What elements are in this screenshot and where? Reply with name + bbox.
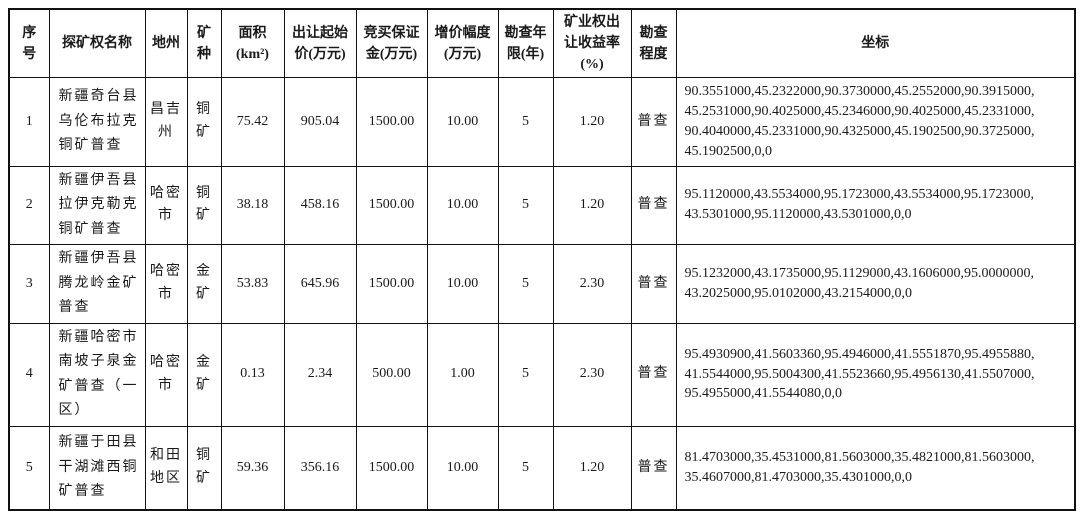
cell-increment: 10.00 [426,425,499,511]
cell-coordinates: 95.1232000,​43.1735000,​95.1129000,​43.1… [675,244,1076,324]
cell-start-price: 356.16 [283,425,357,511]
header-increment: 增价幅度(万元) [426,8,499,78]
cell-start-price: 2.34 [283,322,357,427]
cell-coordinates: 90.3551000,​45.2322000,​90.3730000,​45.2… [675,77,1076,167]
cell-exploration-degree: 普查 [630,244,677,324]
cell-yield-rate: 2.30 [552,322,632,427]
cell-exploration-years: 5 [497,165,554,245]
cell-exploration-years: 5 [497,244,554,324]
cell-exploration-years: 5 [497,425,554,511]
cell-yield-rate: 1.20 [552,165,632,245]
mining-rights-table: 序号 探矿权名称 地州 矿种 面积(km²) 出让起始价(万元) 竞买保证金(万… [8,8,1076,511]
table-row: 5 新疆于田县干湖滩西铜矿普查 和田地区 铜矿 59.36 356.16 150… [8,425,1076,511]
cell-project-name: 新疆于田县干湖滩西铜矿普查 [48,425,146,511]
cell-mineral-type: 金矿 [186,244,222,324]
cell-start-price: 458.16 [283,165,357,245]
header-yield-rate: 矿业权出让收益率(%) [552,8,632,78]
header-mineral-type: 矿种 [186,8,222,78]
table-row: 2 新疆伊吾县拉伊克勒克铜矿普查 哈密市 铜矿 38.18 458.16 150… [8,165,1076,245]
cell-serial: 1 [8,77,50,167]
cell-mineral-type: 金矿 [186,322,222,427]
cell-coordinates: 81.4703000,​35.4531000,​81.5603000,​35.4… [675,425,1076,511]
header-prefecture: 地州 [144,8,188,78]
cell-exploration-degree: 普查 [630,165,677,245]
cell-increment: 1.00 [426,322,499,427]
cell-prefecture: 和田地区 [144,425,188,511]
cell-serial: 3 [8,244,50,324]
table-row: 3 新疆伊吾县腾龙岭金矿普查 哈密市 金矿 53.83 645.96 1500.… [8,244,1076,324]
cell-increment: 10.00 [426,77,499,167]
cell-prefecture: 哈密市 [144,244,188,324]
cell-deposit: 1500.00 [355,77,428,167]
cell-deposit: 1500.00 [355,165,428,245]
document-page: 序号 探矿权名称 地州 矿种 面积(km²) 出让起始价(万元) 竞买保证金(万… [8,8,1076,511]
header-deposit: 竞买保证金(万元) [355,8,428,78]
cell-increment: 10.00 [426,244,499,324]
header-project-name: 探矿权名称 [48,8,146,78]
cell-serial: 4 [8,322,50,427]
cell-start-price: 645.96 [283,244,357,324]
cell-mineral-type: 铜矿 [186,77,222,167]
table-row: 4 新疆哈密市南坡子泉金矿普查（一区） 哈密市 金矿 0.13 2.34 500… [8,322,1076,427]
cell-exploration-years: 5 [497,77,554,167]
cell-coordinates: 95.1120000,​43.5534000,​95.1723000,​43.5… [675,165,1076,245]
table-row: 1 新疆奇台县乌伦布拉克铜矿普查 昌吉州 铜矿 75.42 905.04 150… [8,77,1076,167]
header-area: 面积(km²) [220,8,285,78]
header-exploration-degree: 勘查程度 [630,8,677,78]
cell-area: 75.42 [220,77,285,167]
header-row: 序号 探矿权名称 地州 矿种 面积(km²) 出让起始价(万元) 竞买保证金(万… [8,8,1076,78]
cell-yield-rate: 1.20 [552,425,632,511]
cell-mineral-type: 铜矿 [186,165,222,245]
cell-start-price: 905.04 [283,77,357,167]
header-exploration-years: 勘查年限(年) [497,8,554,78]
cell-area: 59.36 [220,425,285,511]
cell-project-name: 新疆哈密市南坡子泉金矿普查（一区） [48,322,146,427]
cell-mineral-type: 铜矿 [186,425,222,511]
cell-yield-rate: 2.30 [552,244,632,324]
cell-yield-rate: 1.20 [552,77,632,167]
header-start-price: 出让起始价(万元) [283,8,357,78]
cell-deposit: 1500.00 [355,425,428,511]
cell-project-name: 新疆奇台县乌伦布拉克铜矿普查 [48,77,146,167]
cell-serial: 2 [8,165,50,245]
cell-exploration-degree: 普查 [630,322,677,427]
cell-exploration-years: 5 [497,322,554,427]
header-coordinates: 坐标 [675,8,1076,78]
cell-coordinates: 95.4930900,​41.5603360,​95.4946000,​41.5… [675,322,1076,427]
header-serial: 序号 [8,8,50,78]
cell-area: 38.18 [220,165,285,245]
cell-deposit: 1500.00 [355,244,428,324]
cell-project-name: 新疆伊吾县腾龙岭金矿普查 [48,244,146,324]
cell-exploration-degree: 普查 [630,425,677,511]
cell-prefecture: 昌吉州 [144,77,188,167]
cell-prefecture: 哈密市 [144,322,188,427]
cell-project-name: 新疆伊吾县拉伊克勒克铜矿普查 [48,165,146,245]
cell-serial: 5 [8,425,50,511]
cell-area: 0.13 [220,322,285,427]
cell-prefecture: 哈密市 [144,165,188,245]
cell-deposit: 500.00 [355,322,428,427]
cell-increment: 10.00 [426,165,499,245]
cell-exploration-degree: 普查 [630,77,677,167]
cell-area: 53.83 [220,244,285,324]
